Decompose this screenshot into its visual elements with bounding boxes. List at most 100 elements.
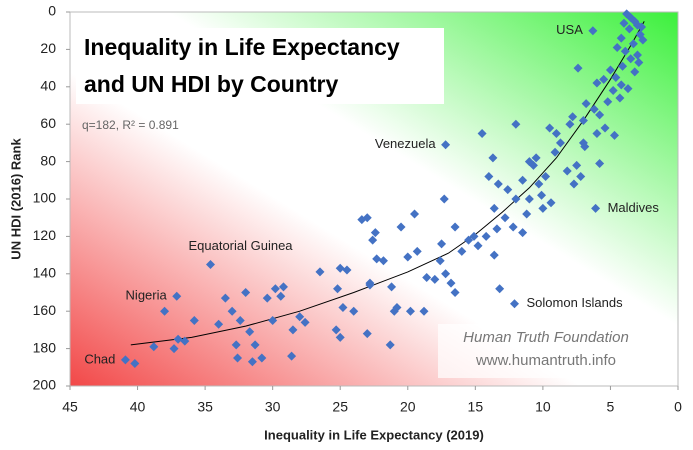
point <box>392 302 402 312</box>
point <box>511 194 521 204</box>
point <box>335 332 345 342</box>
point <box>503 185 513 195</box>
point <box>268 316 278 326</box>
x-tick-label: 25 <box>332 399 348 415</box>
y-axis-label: UN HDI (2016) Rank <box>8 138 23 260</box>
x-axis-label: Inequality in Life Expectancy (2019) <box>264 427 484 442</box>
point <box>457 246 467 256</box>
annotation: USA <box>556 22 583 37</box>
point <box>632 50 642 60</box>
point <box>405 306 415 316</box>
y-tick-label: 60 <box>40 115 56 131</box>
point <box>231 340 241 350</box>
point <box>518 175 528 185</box>
point <box>149 342 159 352</box>
point <box>180 336 190 346</box>
point <box>481 231 491 241</box>
point <box>250 340 260 350</box>
x-tick-label: 20 <box>400 399 416 415</box>
point <box>368 235 378 245</box>
point <box>624 24 634 34</box>
point <box>489 203 499 213</box>
point <box>278 282 288 292</box>
point <box>500 213 510 223</box>
point <box>288 325 298 335</box>
point <box>541 172 551 182</box>
point <box>605 65 615 75</box>
point <box>522 209 532 219</box>
point <box>623 84 633 94</box>
point <box>235 316 245 326</box>
point <box>595 158 605 168</box>
y-tick-label: 200 <box>33 377 57 393</box>
point <box>169 344 179 354</box>
point <box>599 74 609 84</box>
point <box>370 228 380 238</box>
point <box>492 224 502 234</box>
point <box>524 194 534 204</box>
point <box>555 138 565 148</box>
annotated-point <box>172 291 182 301</box>
point <box>333 284 343 294</box>
annotation: Chad <box>84 351 115 366</box>
point <box>489 250 499 260</box>
point <box>435 256 445 266</box>
point <box>578 115 588 125</box>
point <box>518 228 528 238</box>
point <box>581 99 591 109</box>
point <box>362 329 372 339</box>
point <box>335 263 345 273</box>
point <box>528 160 538 170</box>
point <box>262 293 272 303</box>
point <box>441 269 451 279</box>
point <box>576 172 586 182</box>
point <box>403 252 413 262</box>
point <box>618 61 628 71</box>
point <box>508 222 518 232</box>
x-tick-label: 15 <box>468 399 484 415</box>
point <box>276 291 286 301</box>
annotation: Solomon Islands <box>527 295 624 310</box>
point <box>357 215 367 225</box>
point <box>488 153 498 163</box>
title-box <box>76 28 444 104</box>
point <box>349 306 359 316</box>
x-tick-label: 10 <box>535 399 551 415</box>
y-tick-label: 20 <box>40 40 56 56</box>
x-tick-label: 45 <box>62 399 78 415</box>
x-tick-label: 5 <box>607 399 615 415</box>
point <box>616 80 626 90</box>
point <box>446 278 456 288</box>
point <box>637 22 647 32</box>
watermark: Human Truth Foundation <box>463 329 629 346</box>
annotated-point <box>206 259 216 269</box>
point <box>551 129 561 139</box>
point <box>578 138 588 148</box>
point <box>609 130 619 140</box>
point <box>600 123 610 133</box>
point <box>412 246 422 256</box>
point <box>573 63 583 73</box>
point <box>603 97 613 107</box>
y-tick-label: 0 <box>48 3 56 19</box>
point <box>342 265 352 275</box>
point <box>620 46 630 56</box>
annotation: Nigeria <box>126 288 168 303</box>
point <box>592 129 602 139</box>
point <box>565 119 575 129</box>
point <box>615 93 625 103</box>
x-tick-label: 40 <box>130 399 146 415</box>
y-tick-label: 40 <box>40 78 56 94</box>
annotated-point <box>591 203 601 213</box>
point <box>484 172 494 182</box>
annotated-point <box>588 26 598 36</box>
point <box>562 166 572 176</box>
point <box>622 9 632 19</box>
point <box>592 78 602 88</box>
y-tick-label: 160 <box>33 302 57 318</box>
point <box>495 284 505 294</box>
point <box>430 274 440 284</box>
chart-title: and UN HDI by Country <box>84 71 338 97</box>
point <box>619 18 629 28</box>
point <box>372 254 382 264</box>
